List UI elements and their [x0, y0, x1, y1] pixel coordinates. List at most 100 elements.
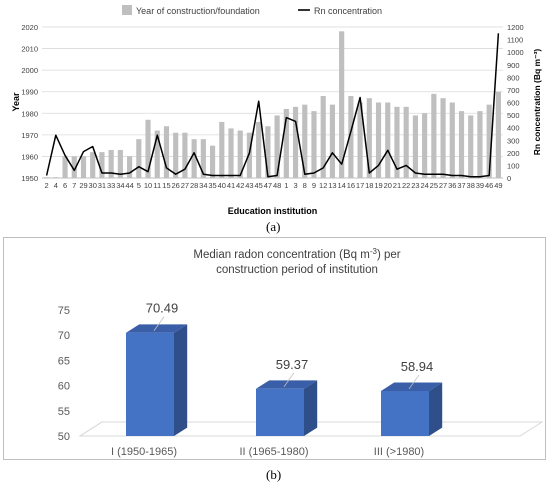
x-tick-label: 34: [116, 181, 124, 190]
x-tick-label: III (>1980): [374, 446, 424, 458]
x-tick-label: 33: [107, 181, 115, 190]
chart-b-title: Median radon concentration (Bq m-3) per c…: [193, 247, 400, 277]
x-tick-label: 36: [448, 181, 456, 190]
chart-b-title-line: construction period of institution: [216, 264, 378, 276]
panel-a-caption: (a): [266, 219, 281, 234]
value-leader-line: [408, 374, 420, 390]
bar-side: [429, 382, 443, 436]
panel-b-chart: Median radon concentration (Bq m-3) per c…: [58, 247, 544, 458]
y-right-tick-label: 400: [507, 124, 520, 133]
x-tick-label: 40: [218, 181, 226, 190]
y-right-tick-label: 800: [507, 73, 520, 82]
x-axis-title: Education institution: [228, 206, 318, 216]
chart-b-title-sup: -3: [370, 247, 378, 256]
y-left-tick-label: 1970: [21, 131, 38, 140]
bar-year-34: [117, 149, 123, 178]
bar-year-34: [200, 139, 206, 178]
bar-year-3: [292, 106, 299, 178]
x-tick-label: 23: [411, 181, 419, 190]
x-tick-label: 28: [190, 181, 198, 190]
value-label: 59.37: [276, 357, 309, 372]
panel-a-chart: 1950196019701980199020002010202001002003…: [11, 5, 542, 216]
x-tick-label: 27: [181, 181, 189, 190]
y-tick-label: 60: [58, 381, 70, 393]
bar-year-6: [62, 156, 68, 178]
y-right-tick-label: 300: [507, 136, 520, 145]
legend-label-year: Year of construction/foundation: [136, 6, 260, 16]
bar-year-47: [265, 126, 271, 178]
bar-top: [381, 382, 443, 391]
y-left-tick-label: 1960: [21, 152, 38, 161]
bar-year-43: [246, 132, 253, 178]
bar-year-22: [403, 106, 409, 178]
y-left-tick-label: 1950: [21, 174, 38, 183]
bar-year-36: [449, 102, 455, 178]
bar-year-19: [375, 102, 382, 178]
x-tick-label: 5: [137, 181, 141, 190]
bar-year-35: [209, 145, 216, 178]
x-tick-label: 19: [374, 181, 382, 190]
y-right-tick-label: 900: [507, 61, 520, 70]
y-left-axis-title: Year: [11, 92, 21, 112]
bar-side: [174, 324, 188, 436]
bar-year-20: [385, 102, 391, 178]
y-tick-label: 50: [58, 431, 70, 443]
bar-year-18: [366, 98, 372, 178]
x-tick-label: 30: [89, 181, 97, 190]
bar-year-23: [412, 115, 418, 178]
legend-swatch-bar: [122, 5, 132, 15]
y-right-axis-title: Rn concentration (Bq m⁻³): [532, 49, 542, 156]
x-tick-label: 34: [199, 181, 207, 190]
bar-year-12: [320, 96, 326, 178]
x-tick-label: 35: [208, 181, 216, 190]
x-tick-label: 21: [393, 181, 401, 190]
y-tick-label: 55: [58, 406, 70, 418]
bar-year-11: [154, 130, 160, 178]
bar-year-8: [302, 104, 308, 178]
x-tick-label: 41: [227, 181, 235, 190]
bar-year-28: [191, 139, 197, 178]
x-tick-label: 15: [162, 181, 170, 190]
y-left-tick-label: 1980: [21, 109, 38, 118]
bar-year-15: [163, 126, 170, 178]
x-tick-label: 12: [319, 181, 327, 190]
bar-year-24: [422, 113, 428, 178]
x-tick-label: 2: [45, 181, 49, 190]
chart-b-title-line: Median radon concentration (Bq m: [193, 249, 369, 261]
x-tick-label: 9: [312, 181, 316, 190]
bar-year-42: [237, 130, 243, 178]
bar-year-9: [311, 111, 317, 178]
bar-year-45: [256, 121, 262, 178]
x-tick-label: 39: [476, 181, 484, 190]
x-tick-label: 29: [79, 181, 87, 190]
bar-year-1: [283, 108, 289, 178]
x-tick-label: 43: [245, 181, 253, 190]
bar-year-48: [274, 115, 280, 178]
bar-year-10: [145, 119, 151, 178]
y-right-tick-label: 0: [507, 174, 511, 183]
y-left-tick-label: 2010: [21, 45, 38, 54]
bar-year-31: [99, 152, 105, 178]
floor-edge: [79, 421, 103, 437]
chart-b-title-line: ) per: [377, 249, 401, 261]
bar-year-46: [486, 104, 492, 178]
bar-year-37: [458, 111, 465, 178]
bar-year-21: [394, 106, 400, 178]
bar-year-25: [431, 93, 437, 178]
x-tick-label: 1: [284, 181, 288, 190]
x-tick-label: 31: [98, 181, 106, 190]
y-tick-label: 70: [58, 330, 70, 342]
x-tick-label: 27: [439, 181, 447, 190]
x-tick-label: II (1965-1980): [239, 446, 308, 458]
y-right-tick-label: 600: [507, 99, 520, 108]
bar-year-41: [228, 128, 234, 178]
bar-year-5: [136, 139, 142, 178]
bar-1: 70.49 I (1950-1965): [111, 301, 188, 458]
y-tick-label: 65: [58, 355, 70, 367]
bar-year-40: [219, 121, 225, 178]
x-tick-label: 13: [328, 181, 336, 190]
x-tick-label: I (1950-1965): [111, 446, 177, 458]
bar-2: 59.37 II (1965-1980): [239, 357, 318, 458]
x-tick-label: 14: [337, 181, 345, 190]
y-left-tick-label: 1990: [21, 88, 38, 97]
